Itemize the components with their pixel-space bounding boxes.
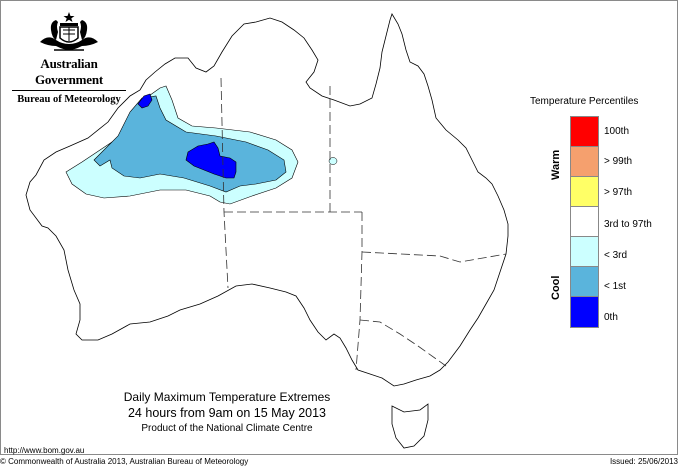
legend-label-3rd-to-97th: 3rd to 97th: [604, 219, 652, 230]
legend-swatch-above-99th: [571, 147, 598, 177]
tasmania-outline: [391, 403, 429, 449]
legend-label-0th: 0th: [604, 312, 618, 323]
legend-label-100th: 100th: [604, 126, 630, 137]
legend-swatch-below-3rd: [571, 237, 598, 267]
map-producer: Product of the National Climate Centre: [141, 423, 313, 434]
legend-swatch-above-97th: [571, 177, 598, 207]
issued-date: Issued: 25/06/2013: [609, 457, 678, 466]
legend-title: Temperature Percentiles: [530, 96, 639, 107]
legend-swatch-0th: [571, 297, 598, 327]
copyright-notice: © Commonwealth of Australia 2013, Austra…: [0, 457, 249, 466]
bureau-name: Bureau of Meteorology: [17, 94, 121, 105]
map-title: Daily Maximum Temperature Extremes: [123, 390, 331, 404]
legend-label-below-1st: < 1st: [604, 281, 626, 292]
legend-label-above-97th: > 97th: [604, 187, 633, 198]
legend-swatch-below-1st: [571, 267, 598, 297]
zone-below-3rd-spot: [328, 157, 338, 165]
legend-color-bar: [570, 116, 599, 328]
zone-0th-coastal: [137, 93, 153, 109]
legend-label-above-99th: > 99th: [604, 156, 633, 167]
legend-label-below-3rd: < 3rd: [604, 250, 628, 261]
legend-cool-label: Cool: [550, 275, 562, 300]
legend-warm-label: Warm: [550, 149, 562, 180]
zone-0th-main: [185, 141, 237, 179]
coat-of-arms-icon: [40, 12, 98, 51]
legend-swatch-3rd-to-97th: [571, 207, 598, 237]
logo-divider: [12, 90, 126, 91]
map-period: 24 hours from 9am on 15 May 2013: [127, 406, 327, 420]
map-frame: [0, 0, 678, 455]
legend-swatch-100th: [571, 117, 598, 147]
bom-logo: Australian Government Bureau of Meteorol…: [8, 10, 130, 105]
state-borders: [220, 77, 507, 371]
bom-url-link[interactable]: http://www.bom.gov.au: [4, 446, 85, 455]
government-name: Australian Government: [34, 56, 104, 87]
